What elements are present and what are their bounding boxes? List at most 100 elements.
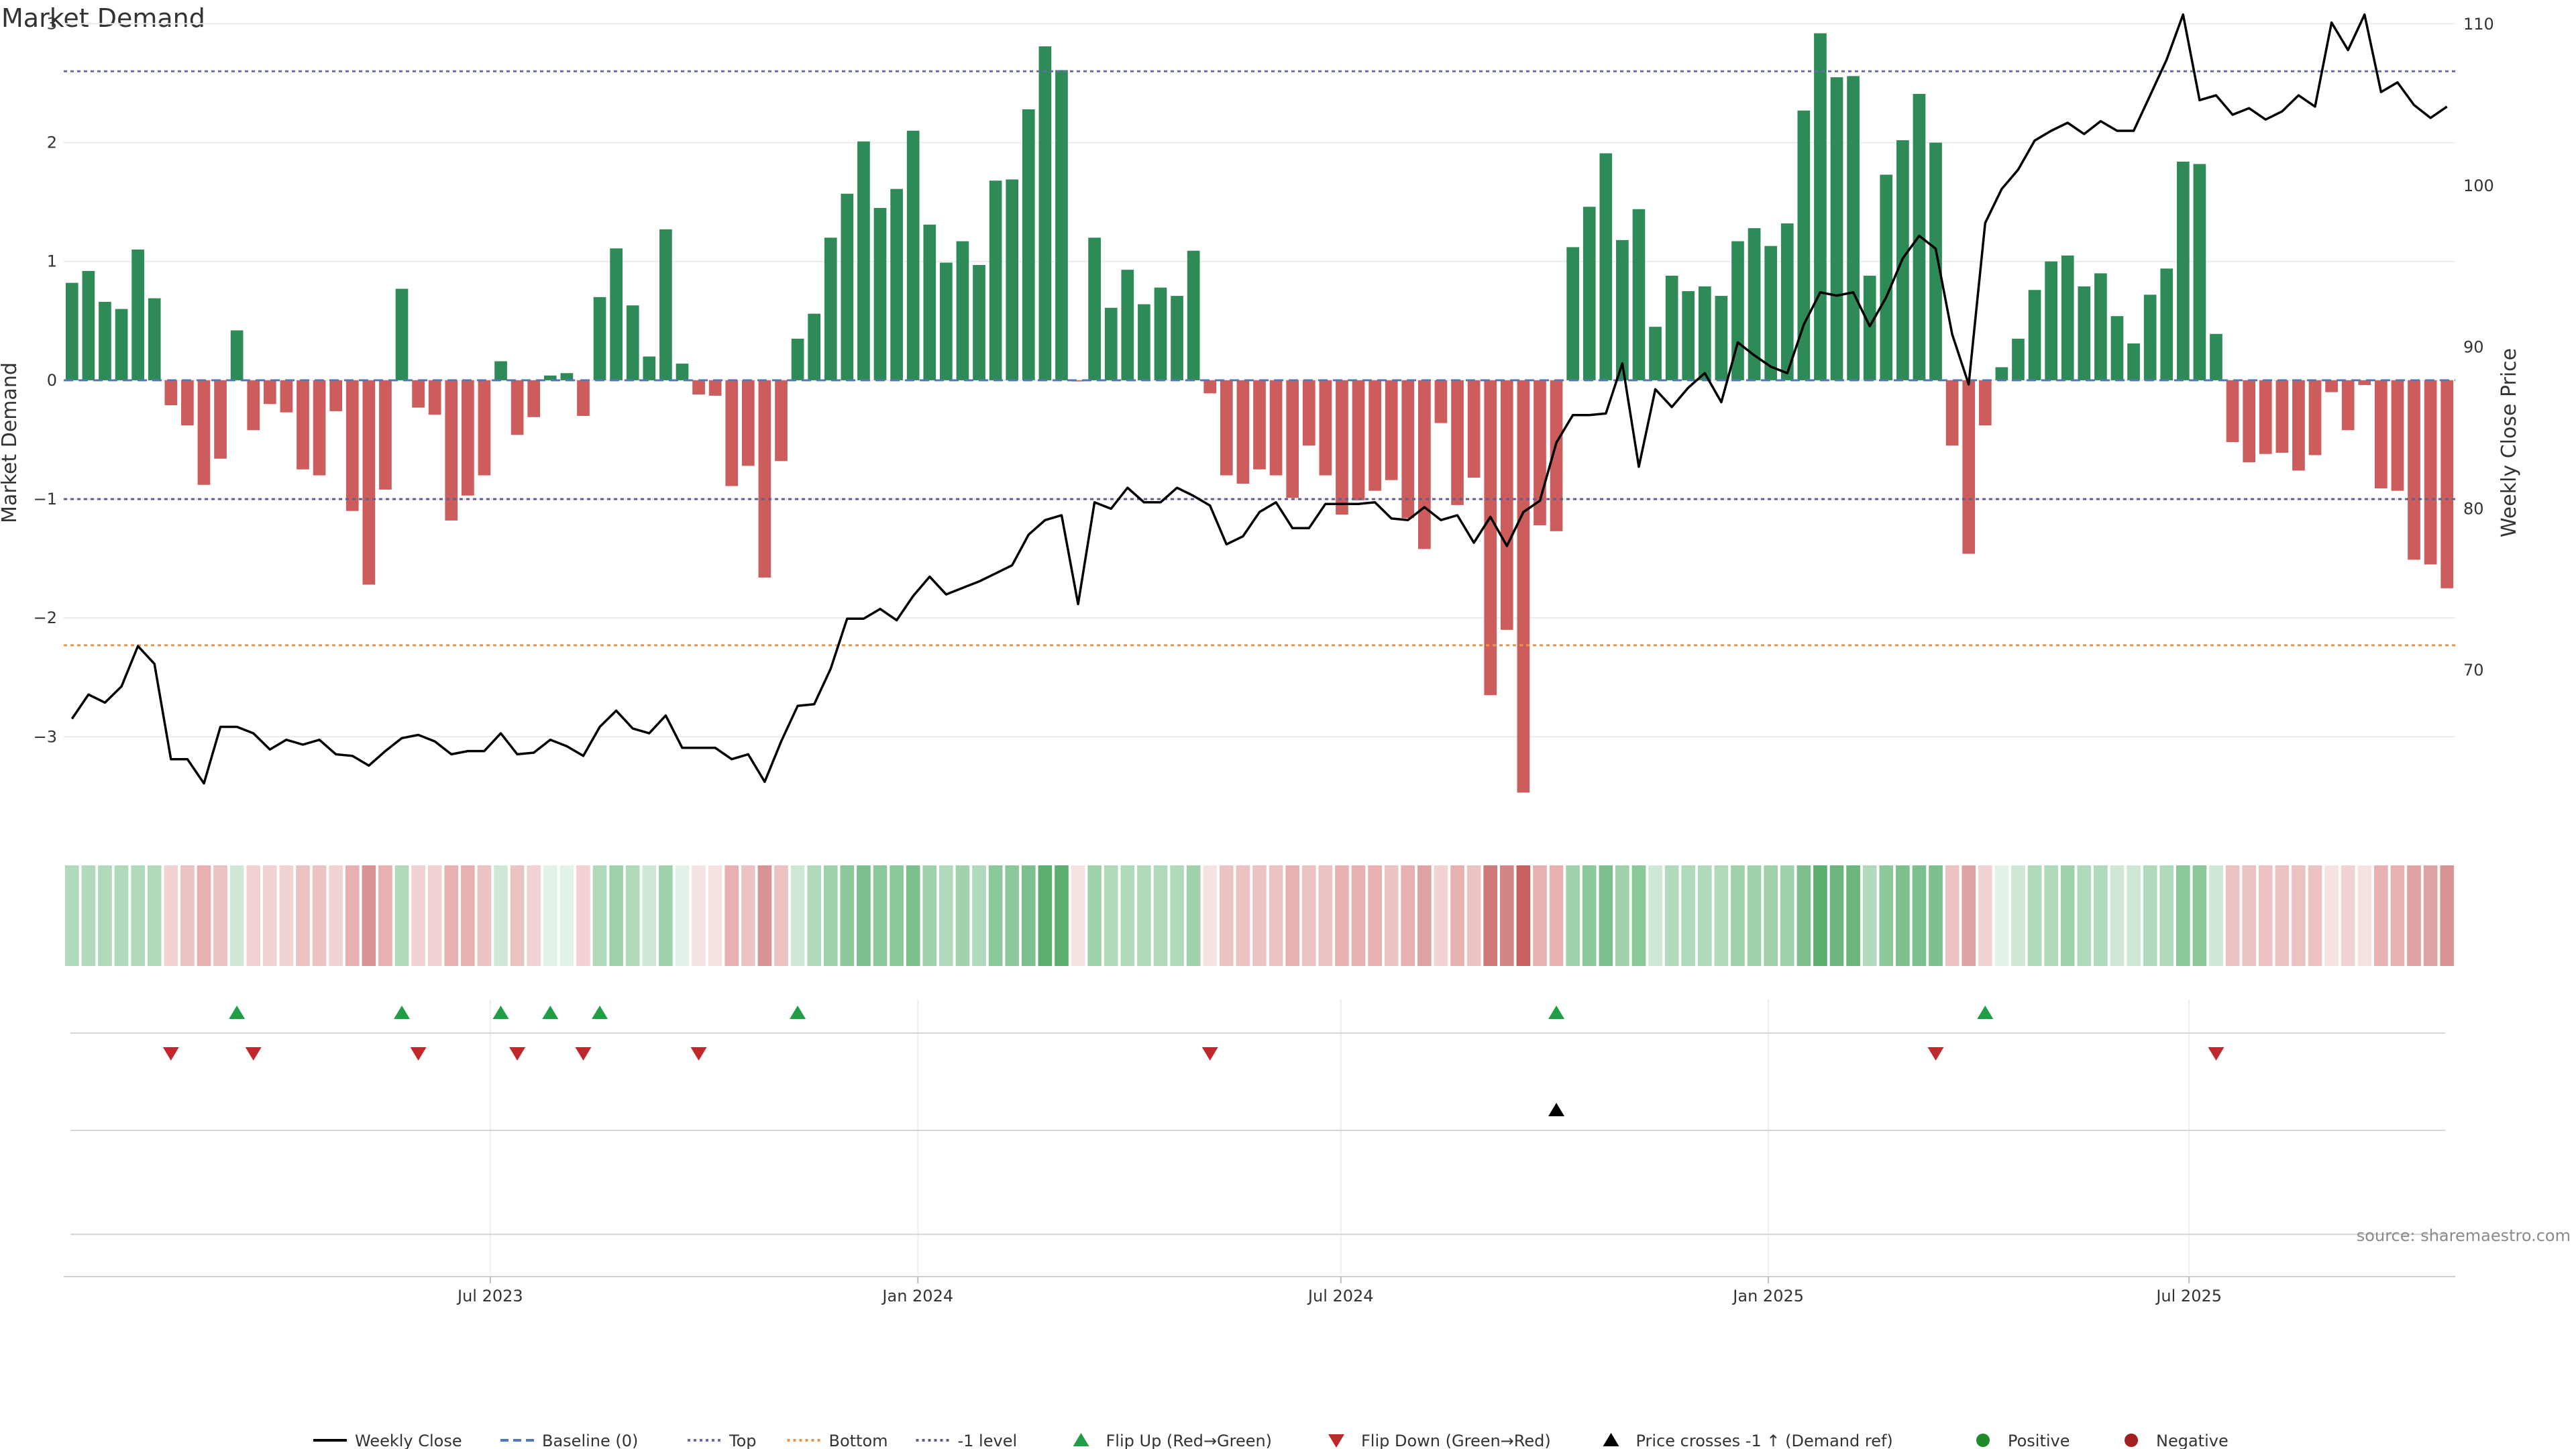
legend-label: Price crosses -1 ↑ (Demand ref) xyxy=(1636,1432,1893,1449)
weekly-close-line xyxy=(70,13,2448,785)
strip-cell xyxy=(2308,865,2322,966)
chart-title: Market Demand xyxy=(1,3,205,33)
event-markers xyxy=(64,1006,2455,1277)
demand-bar xyxy=(2193,164,2206,380)
strip-cell xyxy=(1104,865,1118,966)
reference-lines xyxy=(64,70,2455,647)
y-tick-label: −2 xyxy=(34,608,57,627)
legend-item: Price crosses -1 ↑ (Demand ref) xyxy=(1603,1432,1893,1449)
strip-cell xyxy=(1829,865,1844,966)
strip-cell xyxy=(1945,865,1960,966)
demand-bar xyxy=(725,380,739,486)
demand-bar xyxy=(1467,380,1481,478)
demand-bar xyxy=(1220,380,1233,476)
strip-cell xyxy=(1269,865,1283,966)
strip-cell xyxy=(2209,865,2223,966)
demand-bar xyxy=(1368,380,1381,491)
demand-bar xyxy=(1814,33,1827,380)
legend-label: -1 level xyxy=(958,1432,1018,1449)
demand-bar xyxy=(2110,316,2124,380)
y2-tick-label: 90 xyxy=(2463,338,2484,357)
strip-cell xyxy=(1038,865,1053,966)
strip-cell xyxy=(807,865,821,966)
strip-cell xyxy=(1055,865,1069,966)
demand-bar xyxy=(989,180,1002,380)
y2-tick-label: 80 xyxy=(2463,499,2484,518)
strip-cell xyxy=(543,865,557,966)
strip-cell xyxy=(1071,865,1085,966)
demand-bar xyxy=(2259,380,2272,454)
demand-bar xyxy=(626,305,639,380)
strip-cell xyxy=(411,865,425,966)
strip-cell xyxy=(329,865,343,966)
demand-bar xyxy=(2358,380,2371,385)
strip-cell xyxy=(164,865,178,966)
demand-bar xyxy=(1203,380,1217,394)
strip-cell xyxy=(1648,865,1662,966)
x-tick-label: Jul 2024 xyxy=(1307,1287,1374,1305)
strip-cell xyxy=(2242,865,2256,966)
demand-bar xyxy=(313,380,326,476)
strip-cell xyxy=(1252,865,1267,966)
legend-item: Top xyxy=(688,1432,757,1449)
strip-cell xyxy=(592,865,607,966)
strip-cell xyxy=(1714,865,1729,966)
strip-cell xyxy=(461,865,475,966)
demand-bar xyxy=(659,229,672,380)
strip-cell xyxy=(81,865,96,966)
strip-cell xyxy=(692,865,706,966)
demand-bar xyxy=(1302,380,1316,446)
demand-bar xyxy=(527,380,541,417)
demand-bar xyxy=(906,130,920,380)
demand-bar xyxy=(2160,268,2174,380)
flip-down-marker xyxy=(1927,1047,1944,1061)
demand-bar xyxy=(2375,380,2387,489)
demand-bar xyxy=(181,380,194,426)
legend-label: Weekly Close xyxy=(355,1432,462,1449)
demand-bar xyxy=(791,338,804,380)
demand-bar xyxy=(643,356,656,380)
flip-up-marker xyxy=(229,1006,246,1019)
demand-bar xyxy=(940,262,953,380)
strip-cell xyxy=(906,865,920,966)
strip-cell xyxy=(1599,865,1613,966)
strip-cell xyxy=(2011,865,2025,966)
demand-bar xyxy=(428,380,441,415)
demand-bar xyxy=(1236,380,1250,484)
demand-bar xyxy=(676,364,689,380)
demand-bar xyxy=(1748,228,1761,380)
y-tick-label: 2 xyxy=(47,133,57,152)
demand-bar xyxy=(115,309,128,380)
demand-bar xyxy=(379,380,392,490)
strip-cell xyxy=(873,865,888,966)
strip-cell xyxy=(1186,865,1201,966)
strip-cell xyxy=(1549,865,1564,966)
demand-bar xyxy=(923,224,936,380)
strip-cell xyxy=(1962,865,1976,966)
demand-bar xyxy=(2094,273,2107,380)
demand-bar xyxy=(2028,290,2041,380)
legend-label: Bottom xyxy=(829,1432,888,1449)
legend-label: Flip Up (Red→Green) xyxy=(1106,1432,1273,1449)
legend-item: Flip Down (Green→Red) xyxy=(1328,1432,1551,1449)
demand-bar xyxy=(857,141,870,380)
strip-cell xyxy=(378,865,392,966)
strip-cell xyxy=(2341,865,2355,966)
legend-item: Bottom xyxy=(787,1432,888,1449)
flip-down-marker xyxy=(245,1047,262,1061)
flip-down-marker xyxy=(1201,1047,1218,1061)
demand-bar xyxy=(1995,367,2008,380)
demand-bar xyxy=(1088,237,1101,380)
strip-cell xyxy=(1780,865,1794,966)
strip-cell xyxy=(955,865,970,966)
demand-bar xyxy=(1682,291,1695,380)
strip-cell xyxy=(1301,865,1316,966)
demand-bar xyxy=(1434,380,1448,423)
y-tick-label: 0 xyxy=(47,371,57,390)
y-axis-title: Market Demand xyxy=(0,362,21,523)
legend-swatch xyxy=(1073,1433,1089,1446)
strip-cell xyxy=(2159,865,2174,966)
flip-up-marker xyxy=(592,1006,608,1019)
demand-bars xyxy=(65,33,2454,793)
strip-cell xyxy=(1764,865,1778,966)
